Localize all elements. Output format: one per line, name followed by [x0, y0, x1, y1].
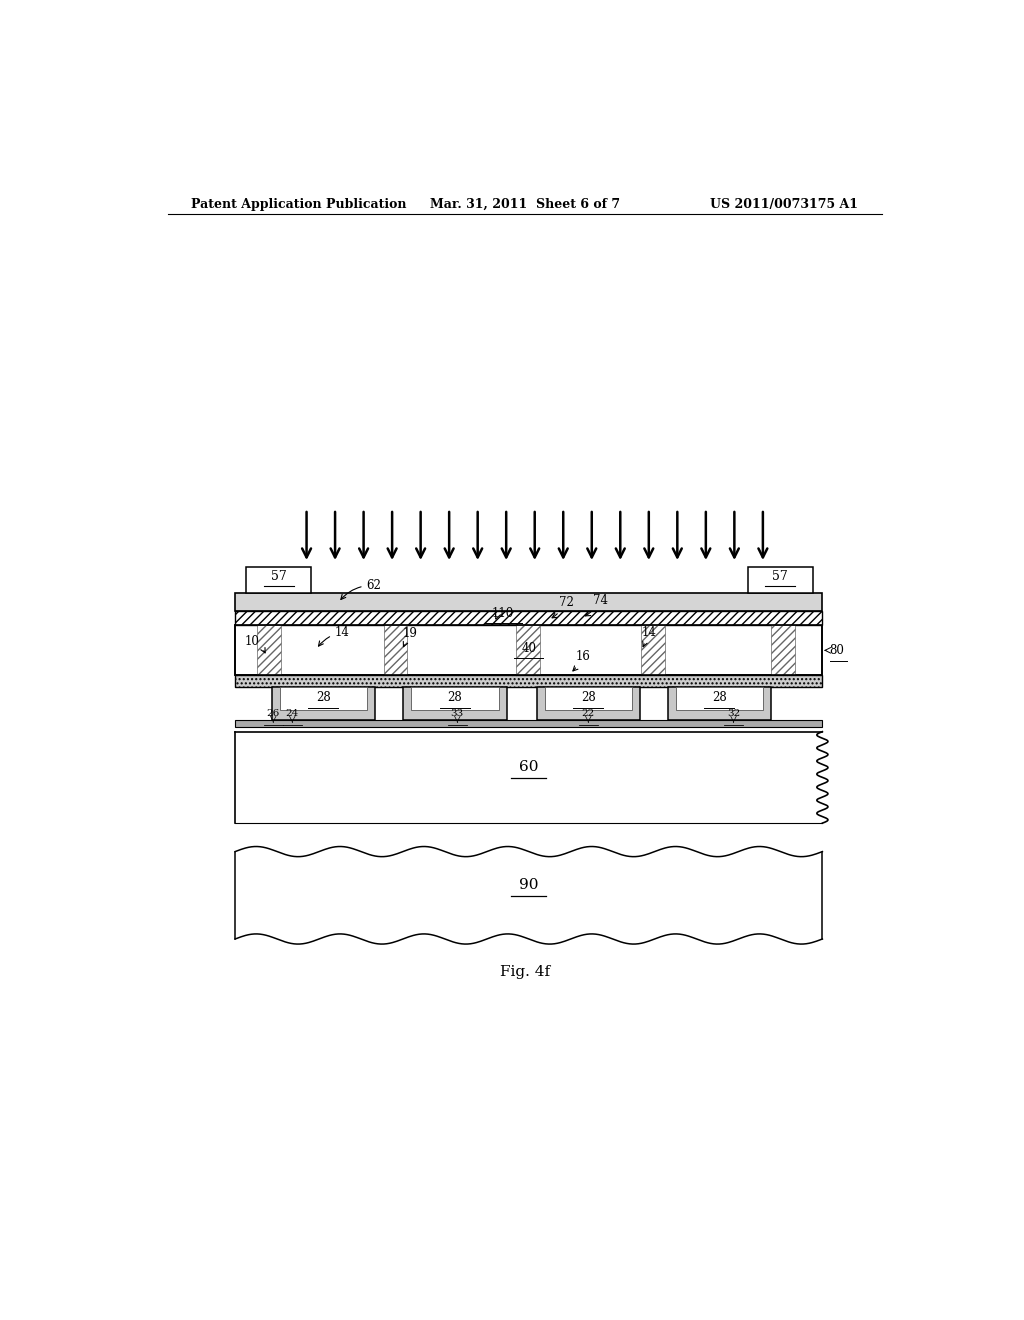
- Text: Fig. 4f: Fig. 4f: [500, 965, 550, 978]
- Bar: [537, 686, 640, 721]
- Bar: [246, 568, 311, 594]
- Bar: [236, 624, 822, 675]
- Text: 14: 14: [318, 626, 350, 645]
- Text: 19: 19: [402, 627, 417, 647]
- Text: 14: 14: [642, 626, 656, 647]
- Bar: [236, 675, 822, 686]
- Text: 74: 74: [586, 594, 607, 616]
- Text: 28: 28: [712, 692, 727, 704]
- Text: 57: 57: [772, 570, 788, 582]
- Text: 16: 16: [572, 649, 590, 671]
- Text: 72: 72: [552, 597, 573, 618]
- Text: Patent Application Publication: Patent Application Publication: [191, 198, 407, 211]
- Bar: [271, 686, 375, 721]
- Text: 90: 90: [519, 878, 539, 892]
- Bar: [236, 624, 822, 675]
- Text: 24: 24: [286, 709, 299, 718]
- Text: 62: 62: [341, 578, 382, 599]
- Text: US 2011/0073175 A1: US 2011/0073175 A1: [710, 198, 858, 211]
- Text: 26: 26: [266, 709, 280, 718]
- Text: 60: 60: [519, 760, 539, 775]
- Bar: [516, 624, 540, 675]
- Bar: [236, 731, 822, 824]
- Text: 57: 57: [271, 570, 287, 582]
- Bar: [771, 624, 795, 675]
- Bar: [236, 594, 822, 611]
- Bar: [412, 686, 499, 710]
- Text: 80: 80: [829, 644, 845, 657]
- Bar: [236, 721, 822, 726]
- Bar: [403, 686, 507, 721]
- Text: 28: 28: [581, 692, 596, 704]
- Text: 28: 28: [315, 692, 331, 704]
- Text: 10: 10: [245, 635, 265, 653]
- Bar: [545, 686, 632, 710]
- Bar: [668, 686, 771, 721]
- Text: 110: 110: [492, 607, 514, 620]
- Bar: [641, 624, 666, 675]
- Bar: [257, 624, 282, 675]
- Text: 32: 32: [727, 709, 740, 718]
- Bar: [748, 568, 813, 594]
- Text: Mar. 31, 2011  Sheet 6 of 7: Mar. 31, 2011 Sheet 6 of 7: [430, 198, 620, 211]
- Text: 28: 28: [447, 692, 463, 704]
- Text: 33: 33: [451, 709, 464, 718]
- Bar: [280, 686, 367, 710]
- Bar: [236, 611, 822, 624]
- Bar: [676, 686, 763, 710]
- Bar: [384, 624, 408, 675]
- Text: 22: 22: [582, 709, 595, 718]
- Text: 40: 40: [521, 642, 537, 655]
